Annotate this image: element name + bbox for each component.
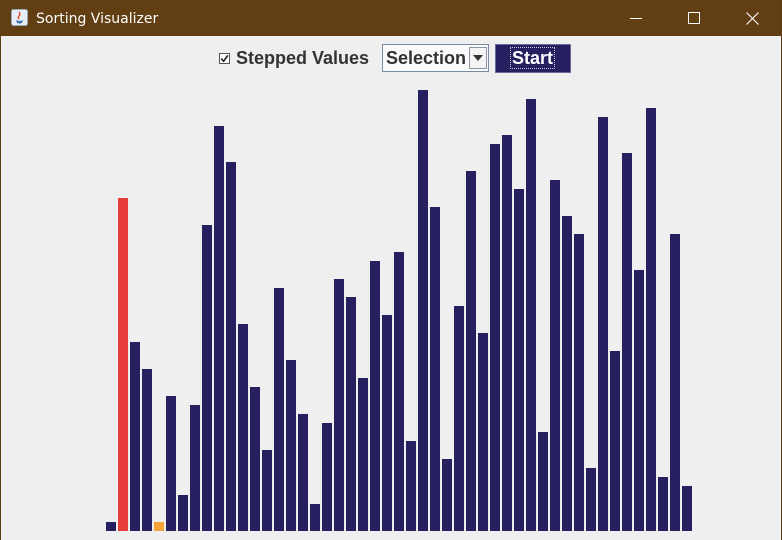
bar-5 — [166, 396, 176, 531]
bar-24 — [394, 252, 404, 531]
bar-44 — [634, 270, 644, 531]
bar-46 — [658, 477, 668, 531]
bar-40 — [586, 468, 596, 531]
bar-33 — [502, 135, 512, 531]
minimize-button[interactable] — [607, 0, 665, 36]
bar-19 — [334, 279, 344, 531]
bar-27 — [430, 207, 440, 531]
chevron-down-icon — [473, 55, 483, 61]
bar-45 — [646, 108, 656, 531]
bar-43 — [622, 153, 632, 531]
bar-16 — [298, 414, 308, 531]
bar-6 — [178, 495, 188, 531]
title-bar[interactable]: Sorting Visualizer — [1, 0, 781, 36]
bar-37 — [550, 180, 560, 531]
bar-0 — [106, 522, 116, 531]
bar-42 — [610, 351, 620, 531]
bar-10 — [226, 162, 236, 531]
algorithm-select-value: Selection — [386, 48, 467, 68]
bar-35 — [526, 99, 536, 531]
bar-21 — [358, 378, 368, 531]
bar-22 — [370, 261, 380, 531]
bar-18 — [322, 423, 332, 531]
bar-14 — [274, 288, 284, 531]
close-button[interactable] — [723, 0, 781, 36]
bar-36 — [538, 432, 548, 531]
bar-41 — [598, 117, 608, 531]
bar-20 — [346, 297, 356, 531]
algorithm-select[interactable]: Selection — [382, 44, 489, 72]
bar-25 — [406, 441, 416, 531]
bar-29 — [454, 306, 464, 531]
stepped-values-label[interactable]: Stepped Values — [236, 48, 370, 68]
stepped-values-checkbox[interactable] — [219, 53, 230, 64]
bar-31 — [478, 333, 488, 531]
bar-1 — [118, 198, 128, 531]
bar-32 — [490, 144, 500, 531]
bar-9 — [214, 126, 224, 531]
maximize-icon — [688, 12, 700, 24]
bar-8 — [202, 225, 212, 531]
bar-2 — [130, 342, 140, 531]
bar-chart — [106, 90, 692, 531]
minimize-icon — [630, 18, 642, 19]
maximize-button[interactable] — [665, 0, 723, 36]
bar-38 — [562, 216, 572, 531]
bar-48 — [682, 486, 692, 531]
bar-39 — [574, 234, 584, 531]
bar-34 — [514, 189, 524, 531]
window-title: Sorting Visualizer — [36, 11, 159, 27]
bar-13 — [262, 450, 272, 531]
bar-17 — [310, 504, 320, 531]
bar-12 — [250, 387, 260, 531]
dropdown-arrow-button[interactable] — [469, 47, 487, 69]
bar-30 — [466, 171, 476, 531]
close-icon — [745, 11, 759, 25]
bar-47 — [670, 234, 680, 531]
bar-23 — [382, 315, 392, 531]
java-icon — [11, 9, 28, 26]
start-button[interactable]: Start — [495, 44, 571, 73]
start-button-label: Start — [509, 47, 556, 69]
bar-26 — [418, 90, 428, 531]
bar-15 — [286, 360, 296, 531]
visualizer-panel: Stepped Values Selection Start — [1, 36, 781, 540]
bar-11 — [238, 324, 248, 531]
bar-7 — [190, 405, 200, 531]
bar-28 — [442, 459, 452, 531]
bar-4 — [154, 522, 164, 531]
bar-3 — [142, 369, 152, 531]
checkmark-icon — [220, 54, 229, 63]
